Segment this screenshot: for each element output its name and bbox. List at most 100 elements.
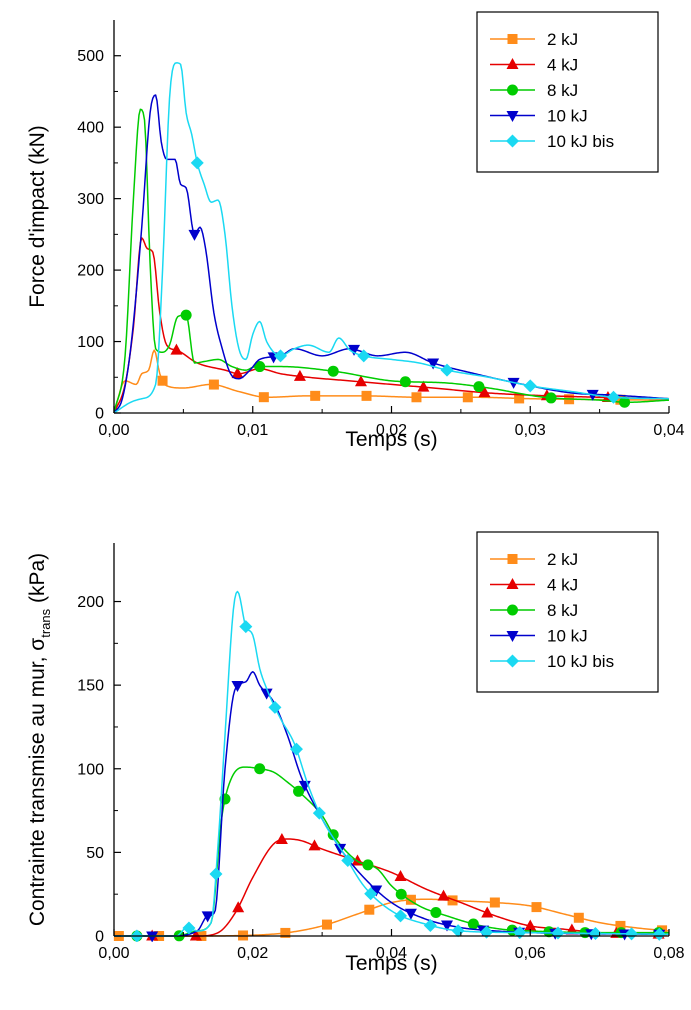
y-tick-label-4: 300: [77, 191, 104, 208]
legend-marker-5: [506, 134, 519, 148]
series-3-point-5: [473, 381, 485, 393]
series-5-point-4: [440, 363, 454, 377]
legend-marker-2: [506, 578, 519, 589]
x-tick-label-3: 0,04: [376, 945, 407, 962]
y-tick-label-4: 150: [77, 678, 104, 695]
y-tick-label-3: 200: [77, 263, 104, 280]
series-3-point-7: [362, 859, 374, 871]
series-5-point-7: [312, 806, 326, 820]
y-tick-label-1: 0: [95, 929, 104, 946]
series-2-point-2: [231, 367, 244, 379]
series-2-point-10: [524, 919, 537, 931]
series-2-point-7: [394, 870, 407, 882]
series-2-point-3: [232, 901, 245, 913]
series-1-point-5: [361, 390, 372, 401]
legend-label-5: 10 kJ bis: [547, 652, 614, 671]
series-line-4: [113, 94, 670, 414]
series-line-5: [114, 590, 670, 937]
series-5-point-2: [274, 349, 287, 363]
x-tick-label-4: 0,06: [515, 945, 546, 962]
legend-label-4: 10 kJ: [547, 107, 588, 126]
series-1-point-1: [157, 375, 168, 386]
series-5-point-2: [182, 921, 196, 935]
series-4-point-3: [348, 344, 361, 356]
series-3-point-2: [254, 361, 266, 373]
x-tick-label-1: 0,00: [98, 945, 129, 962]
series-1-point-5: [280, 927, 291, 938]
series-3-point-4: [399, 376, 411, 388]
series-1-point-9: [447, 895, 458, 906]
series-3-point-3: [327, 365, 339, 377]
x-axis-label: Temps (s): [345, 428, 437, 451]
series-2-point-4: [275, 832, 288, 844]
legend-marker-4: [506, 631, 519, 642]
series-1-point-12: [573, 912, 584, 923]
series-1-point-7: [462, 392, 473, 403]
series-3-point-9: [430, 907, 442, 919]
y-tick-label-6: 500: [77, 48, 104, 65]
series-3-point-4: [254, 763, 266, 775]
y-tick-label-3: 100: [77, 761, 104, 778]
y-tick-label-1: 0: [95, 406, 104, 423]
legend-label-1: 2 kJ: [547, 550, 578, 569]
series-5-point-9: [364, 887, 378, 901]
series-2-point-8: [437, 889, 450, 901]
x-tick-label-1: 0,00: [98, 422, 129, 439]
series-4-point-4: [427, 358, 440, 370]
legend: 2 kJ 4 kJ 8 kJ 10 kJ 10 kJ bis: [476, 531, 659, 693]
x-tick-label-2: 0,02: [237, 945, 268, 962]
series-2-point-1: [170, 343, 183, 355]
legend-marker-1: [507, 34, 518, 44]
x-tick-label-3: 0,02: [376, 422, 407, 439]
series-3-point-5: [293, 785, 305, 797]
series-1-point-10: [489, 897, 500, 908]
series-5-point-11: [423, 918, 437, 932]
series-5-point-8: [341, 853, 355, 867]
series-4-point-3: [231, 680, 244, 692]
series-4-point-8: [404, 908, 417, 920]
series-4-point-7: [370, 885, 383, 897]
series-3-point-1: [180, 309, 192, 321]
series-3-point-7: [619, 396, 631, 408]
x-axis-label: Temps (s): [345, 952, 437, 975]
plot-area: [113, 62, 670, 414]
legend-label-2: 4 kJ: [547, 56, 578, 75]
legend-marker-3: [507, 604, 518, 616]
series-5-point-16: [588, 926, 602, 940]
legend-label-3: 8 kJ: [547, 81, 578, 100]
series-5-point-5: [523, 379, 537, 393]
x-tick-label-5: 0,08: [653, 945, 684, 962]
legend-marker-4: [506, 111, 519, 122]
y-axis-label: Contrainte transmise au mur, σtrans (kPa…: [26, 553, 53, 926]
series-1-point-6: [321, 919, 332, 930]
series-4-point-5: [507, 377, 520, 389]
series-1-point-7: [364, 904, 375, 915]
series-3-point-6: [545, 392, 557, 404]
series-5-point-4: [239, 620, 253, 634]
legend-marker-5: [506, 654, 519, 668]
series-2-point-9: [481, 906, 494, 918]
series-5-point-17: [625, 927, 639, 941]
series-2-point-4: [354, 375, 367, 387]
plot-area: [113, 590, 670, 942]
legend-marker-2: [506, 58, 519, 69]
series-1-point-3: [258, 392, 269, 403]
series-4-point-1: [188, 229, 201, 241]
series-3-point-8: [395, 888, 407, 900]
series-1-point-8: [405, 894, 416, 905]
series-2-point-5: [417, 380, 430, 392]
y-tick-label-2: 50: [86, 845, 104, 862]
series-1-point-8: [514, 393, 525, 404]
series-line-2: [113, 237, 670, 414]
x-tick-label-4: 0,03: [515, 422, 546, 439]
legend-label-5: 10 kJ bis: [547, 132, 614, 151]
y-tick-label-5: 200: [77, 594, 104, 611]
legend-label-3: 8 kJ: [547, 601, 578, 620]
legend-marker-1: [507, 554, 518, 564]
chart-panel-2: 0 50 100 150 200 0,00 0,02 0,04 0,06 0,08 Temps (s…: [26, 531, 685, 975]
chart-panel-1: 0 100 200 300 400 500 0,00 0,01 0,02 0,03 0,04 Temp…: [26, 11, 685, 451]
y-axis-label: Force d'impact (kN): [26, 125, 49, 308]
x-tick-label-2: 0,01: [237, 422, 268, 439]
series-2-point-2: [189, 929, 202, 941]
